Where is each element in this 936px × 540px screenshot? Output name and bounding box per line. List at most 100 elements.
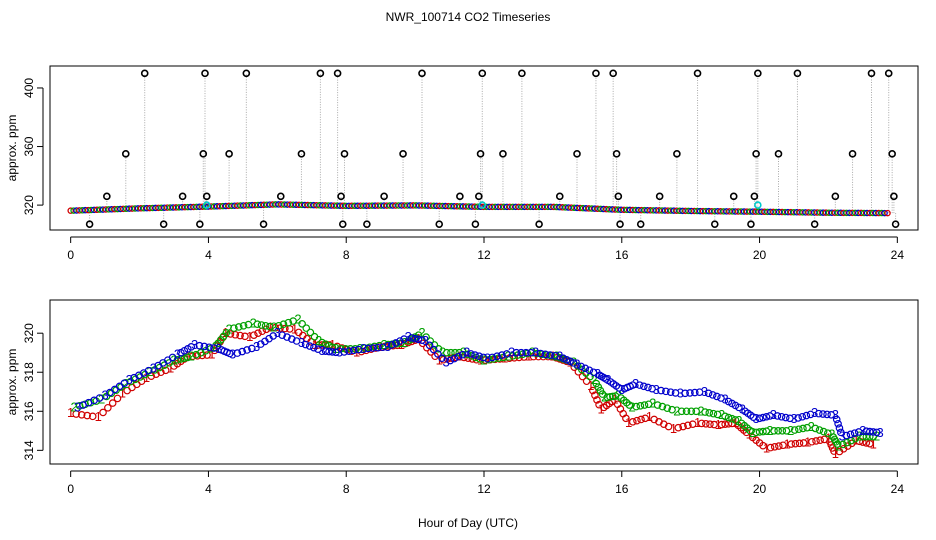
top-x-tick-label: 24 <box>891 248 905 262</box>
ambient-point <box>298 201 306 209</box>
ambient-point <box>225 202 233 210</box>
calibration-point <box>848 150 857 158</box>
series-1-point <box>664 422 673 431</box>
ambient-point <box>685 207 692 215</box>
series-3-point <box>585 366 594 375</box>
ambient-point <box>486 203 493 211</box>
ambient-point <box>196 203 203 211</box>
series-2-point <box>274 321 283 330</box>
series-2-marker: 2 <box>673 403 680 418</box>
calibration-point <box>555 192 564 201</box>
series-1-marker: 1 <box>646 409 653 424</box>
series-1-marker: 1 <box>501 351 508 366</box>
ambient-point <box>82 206 89 214</box>
ambient-point <box>330 202 338 209</box>
series-2-point <box>778 427 787 435</box>
series-3-marker: 3 <box>573 356 580 371</box>
x-axis-label: Hour of Day (UTC) <box>418 516 518 530</box>
series-2-point <box>197 348 205 357</box>
series-3-point <box>834 419 842 428</box>
series-2-point <box>289 317 297 325</box>
calibration-point <box>399 150 407 158</box>
series-3-point <box>814 409 823 418</box>
ambient-point <box>430 202 437 210</box>
ambient-point <box>790 208 798 216</box>
ambient-point <box>412 202 420 209</box>
series-3-point <box>434 350 442 358</box>
series-1-point <box>865 439 874 448</box>
ambient-point <box>620 206 628 214</box>
series-2-marker: 2 <box>808 419 815 434</box>
series-3-point <box>589 368 598 377</box>
series-3-point <box>233 349 242 357</box>
ambient-point <box>597 205 604 213</box>
ambient-point <box>266 201 274 208</box>
series-3-marker: 3 <box>832 407 839 422</box>
series-3-point <box>713 392 721 401</box>
series-2-point <box>222 328 231 337</box>
series-3-point <box>762 412 771 421</box>
series-3-point <box>662 387 670 396</box>
series-3-point <box>671 389 680 397</box>
reference-point <box>478 201 487 209</box>
series-2-point <box>851 434 860 443</box>
series-3-point <box>522 348 530 357</box>
ambient-point <box>84 206 92 214</box>
calibration-point <box>337 192 345 201</box>
ambient-point <box>210 203 218 210</box>
series-1-point <box>766 443 775 452</box>
ambient-point <box>524 203 531 211</box>
ambient-point <box>386 202 394 209</box>
series-1-marker: 1 <box>763 440 770 455</box>
ambient-point <box>512 203 519 211</box>
ambient-point <box>333 202 341 209</box>
calibration-point <box>867 69 876 78</box>
series-3-point <box>562 355 571 364</box>
ambient-point <box>465 203 473 210</box>
series-3-point <box>387 341 396 349</box>
ambient-point <box>368 202 376 209</box>
series-3-point <box>467 350 475 358</box>
ambient-point <box>111 205 118 213</box>
ambient-point <box>468 203 476 210</box>
calibration-point <box>338 220 347 228</box>
bottom-plot-frame <box>49 299 919 465</box>
series-1-point <box>779 441 787 450</box>
series-2-point <box>298 320 306 328</box>
series-3-marker: 3 <box>839 429 846 444</box>
top-x-tick-label: 0 <box>67 248 74 262</box>
bottom-x-axis: 0 4 8 12 16 20 24 <box>67 470 904 496</box>
series-2-point <box>310 332 319 341</box>
series-1-point <box>161 366 170 375</box>
series-2-marker: 2 <box>122 376 129 391</box>
series-2-point <box>555 353 564 362</box>
ambient-point <box>682 207 689 215</box>
series-1-point <box>254 329 262 337</box>
ambient-point <box>875 209 882 217</box>
ambient-point <box>339 202 347 210</box>
series-2-point <box>244 320 253 329</box>
series-3-point <box>615 384 623 392</box>
series-2-point <box>318 338 326 347</box>
series-3-marker: 3 <box>150 360 157 375</box>
series-2-point <box>709 409 718 418</box>
series-1-point <box>157 368 165 377</box>
ambient-point <box>272 201 279 208</box>
ambient-point <box>632 206 639 214</box>
ambient-point <box>123 205 130 213</box>
series-2-point <box>774 427 782 435</box>
series-1-point <box>589 386 597 395</box>
series-1-point <box>188 352 197 361</box>
ambient-point <box>325 202 332 209</box>
ambient-point <box>661 207 669 214</box>
calibration-point <box>276 192 285 201</box>
ambient-point <box>222 202 230 210</box>
ambient-point <box>398 202 405 209</box>
ambient-point <box>767 208 774 216</box>
series-2-marker: 2 <box>250 315 257 330</box>
ambient-point <box>500 203 508 211</box>
ambient-point <box>550 203 558 211</box>
series-3-point <box>369 344 377 352</box>
series-2-point <box>762 427 771 436</box>
